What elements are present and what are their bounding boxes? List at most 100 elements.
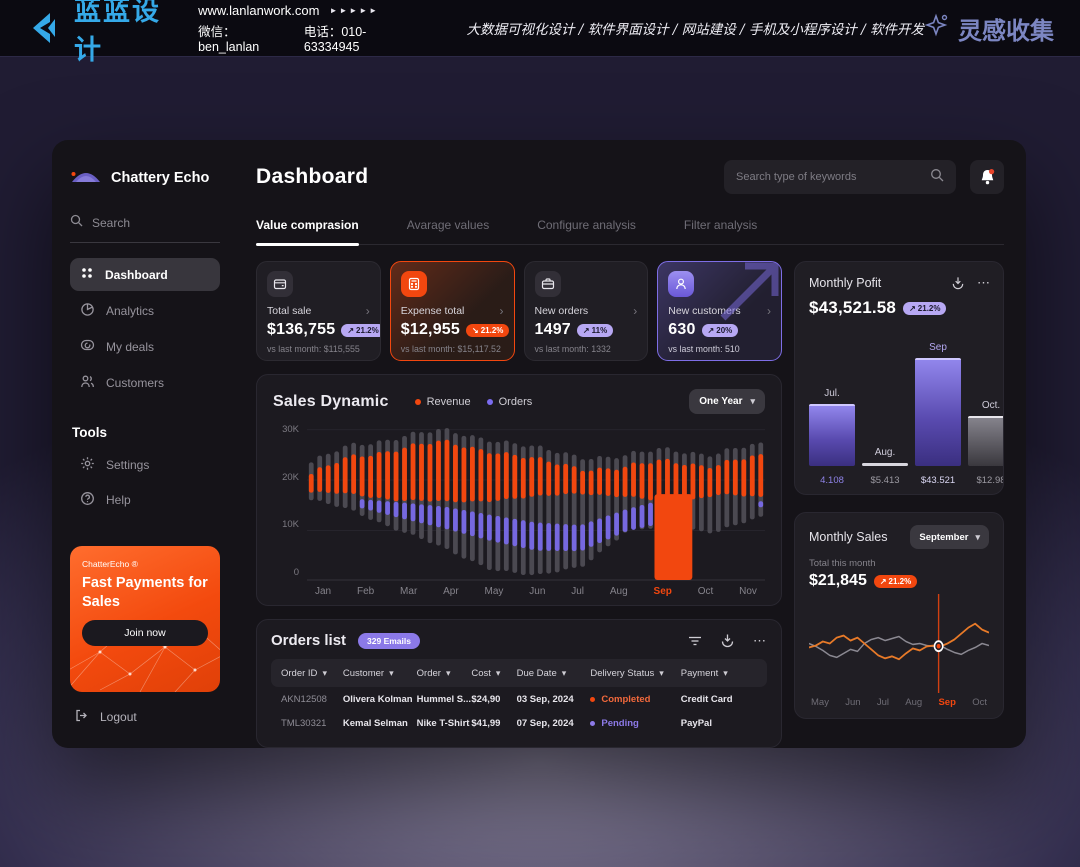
profit-bar-column: Sep (915, 342, 961, 466)
legend-revenue: Revenue (426, 395, 471, 408)
trend-badge: ↗ 20% (701, 323, 739, 337)
stat-value: 630 (668, 321, 696, 338)
banner-wechat: 微信：ben_lanlan (198, 24, 260, 54)
brand-logo-icon (70, 168, 102, 188)
monthly-sales-chart[interactable] (809, 594, 989, 693)
monthly-profit-values: 4.108 $5.413 $43.521 $12.98 (809, 475, 1003, 486)
promo-brand: ChatterEcho ® (82, 559, 138, 569)
brand-name: Chattery Echo (111, 170, 210, 186)
banner-logo-text: 蓝蓝设计 (74, 0, 161, 65)
logout-label: Logout (100, 710, 137, 724)
y-tick: 20K (282, 471, 299, 483)
x-tick: Aug (609, 586, 628, 597)
x-tick: Aug (905, 697, 923, 708)
profit-bar-column: Jul. (809, 388, 855, 466)
chevron-right-icon[interactable]: › (767, 304, 771, 318)
column-payment[interactable]: Payment ▾ (680, 667, 728, 679)
status-badge: Pending (590, 718, 680, 729)
arrow-watermark-icon (720, 262, 779, 321)
notifications-button[interactable] (970, 160, 1004, 194)
tab-configure-analysis[interactable]: Configure analysis (537, 218, 636, 232)
month-dropdown[interactable]: September ▾ (910, 525, 989, 549)
tab-avarage-values[interactable]: Avarage values (406, 218, 490, 232)
top-search-input[interactable] (736, 171, 930, 183)
join-now-button[interactable]: Join now (82, 620, 208, 647)
column-order-id[interactable]: Order ID ▾ (281, 667, 327, 679)
sparkle-icon (924, 12, 950, 44)
range-dropdown[interactable]: One Year ▾ (689, 389, 765, 414)
more-icon[interactable]: ⋯ (977, 275, 991, 290)
sidebar-item-my-deals[interactable]: My deals (70, 330, 220, 363)
cell-customer: Kemal Selman (342, 717, 408, 729)
monthly-sales-x-axis: May Jun Jul Aug Sep Oct (809, 693, 989, 710)
stat-card-expense-total[interactable]: Expense total › $12,955 ↘ 21.2% vs last m… (389, 261, 515, 361)
sales-dynamic-chart[interactable] (307, 422, 765, 581)
stats-row: Total sale › $136,755 ↗ 21.2% vs last mon… (256, 261, 782, 361)
chevron-right-icon[interactable]: › (499, 304, 504, 318)
x-tick: Apr (443, 586, 459, 597)
y-tick: 30K (282, 424, 299, 435)
sidebar-nav: Dashboard Analytics My deals Customers (70, 258, 220, 399)
bar-value: $43.521 (920, 475, 956, 486)
more-icon[interactable]: ⋯ (753, 632, 767, 648)
caret-down-icon: ▾ (561, 667, 567, 678)
tab-value-comprasion[interactable]: Value comprasion (256, 218, 359, 246)
stat-sub: vs last month: $115,555 (267, 344, 360, 354)
stat-label: Total sale (267, 305, 312, 317)
sidebar-item-dashboard[interactable]: Dashboard (70, 258, 220, 291)
banner-collect-text: 灵感收集 (958, 15, 1054, 45)
sidebar-search[interactable] (70, 214, 220, 243)
cell-payment: Credit Card (680, 693, 733, 705)
x-tick: Jun (845, 697, 861, 708)
column-due-date[interactable]: Due Date ▾ (516, 667, 567, 679)
briefcase-icon (534, 271, 561, 297)
logout-button[interactable]: Logout (70, 702, 220, 732)
tab-filter-analysis[interactable]: Filter analysis (683, 218, 758, 232)
caret-down-icon: ▾ (322, 667, 327, 678)
sidebar-item-customers[interactable]: Customers (70, 366, 220, 399)
cell-cost: $24,90 (471, 693, 501, 705)
orders-dot-icon (486, 398, 493, 405)
logout-icon (74, 708, 89, 726)
grid-icon (80, 266, 94, 283)
filter-icon[interactable] (688, 635, 702, 647)
chevron-right-icon[interactable]: › (365, 304, 370, 318)
calculator-icon (400, 271, 427, 297)
sidebar-item-label: Analytics (106, 303, 155, 318)
search-icon (70, 214, 83, 232)
legend-orders: Orders (498, 395, 533, 408)
monthly-sales-title: Monthly Sales (809, 530, 888, 544)
bar-label: Sep (929, 342, 947, 353)
bar-value: $5.413 (870, 475, 900, 486)
caret-down-icon: ▾ (389, 667, 394, 678)
sidebar-item-analytics[interactable]: Analytics (70, 294, 220, 327)
sidebar-search-input[interactable] (92, 216, 202, 230)
table-row[interactable]: AKN12508 Olivera Kolman Hummel S... $24,… (271, 687, 767, 711)
chevron-right-icon[interactable]: › (633, 304, 638, 318)
top-search[interactable] (724, 160, 956, 194)
stat-card-total-sale[interactable]: Total sale › $136,755 ↗ 21.2% vs last mon… (256, 261, 381, 361)
stat-card-new-customers[interactable]: New customers › 630 ↗ 20% vs last month: … (657, 261, 782, 361)
emails-badge[interactable]: 329 Emails (358, 632, 420, 649)
table-row[interactable]: TML30321 Kemal Selman Nike T-Shirt $41,9… (271, 711, 767, 735)
export-icon[interactable] (951, 276, 965, 290)
stat-card-new-orders[interactable]: New orders › 1497 ↗ 11% vs last month: 13… (523, 261, 649, 361)
export-icon[interactable] (720, 633, 735, 648)
cell-order-id: TML30321 (281, 717, 327, 729)
monthly-profit-title: Monthly Pofit (809, 276, 882, 290)
monthly-profit-chart: Jul. Aug. Sep Oct. (809, 322, 1003, 466)
column-customer[interactable]: Customer ▾ (342, 667, 394, 679)
trend-down-icon: ↘ (472, 325, 479, 335)
sidebar-item-help[interactable]: Help (70, 483, 220, 516)
trend-badge: ↘ 21.2% (466, 323, 510, 337)
sidebar-item-settings[interactable]: Settings (70, 448, 220, 481)
column-cost[interactable]: Cost ▾ (471, 667, 501, 679)
trend-up-icon: ↗ (707, 325, 715, 335)
column-order[interactable]: Order ▾ (416, 667, 451, 679)
column-delivery-status[interactable]: Delivery Status ▾ (590, 667, 664, 679)
trend-up-icon: ↗ (582, 325, 590, 335)
revenue-dot-icon (414, 398, 421, 405)
status-dot-icon (590, 720, 596, 726)
sidebar-item-label: Help (106, 492, 131, 507)
search-icon[interactable] (930, 168, 944, 187)
